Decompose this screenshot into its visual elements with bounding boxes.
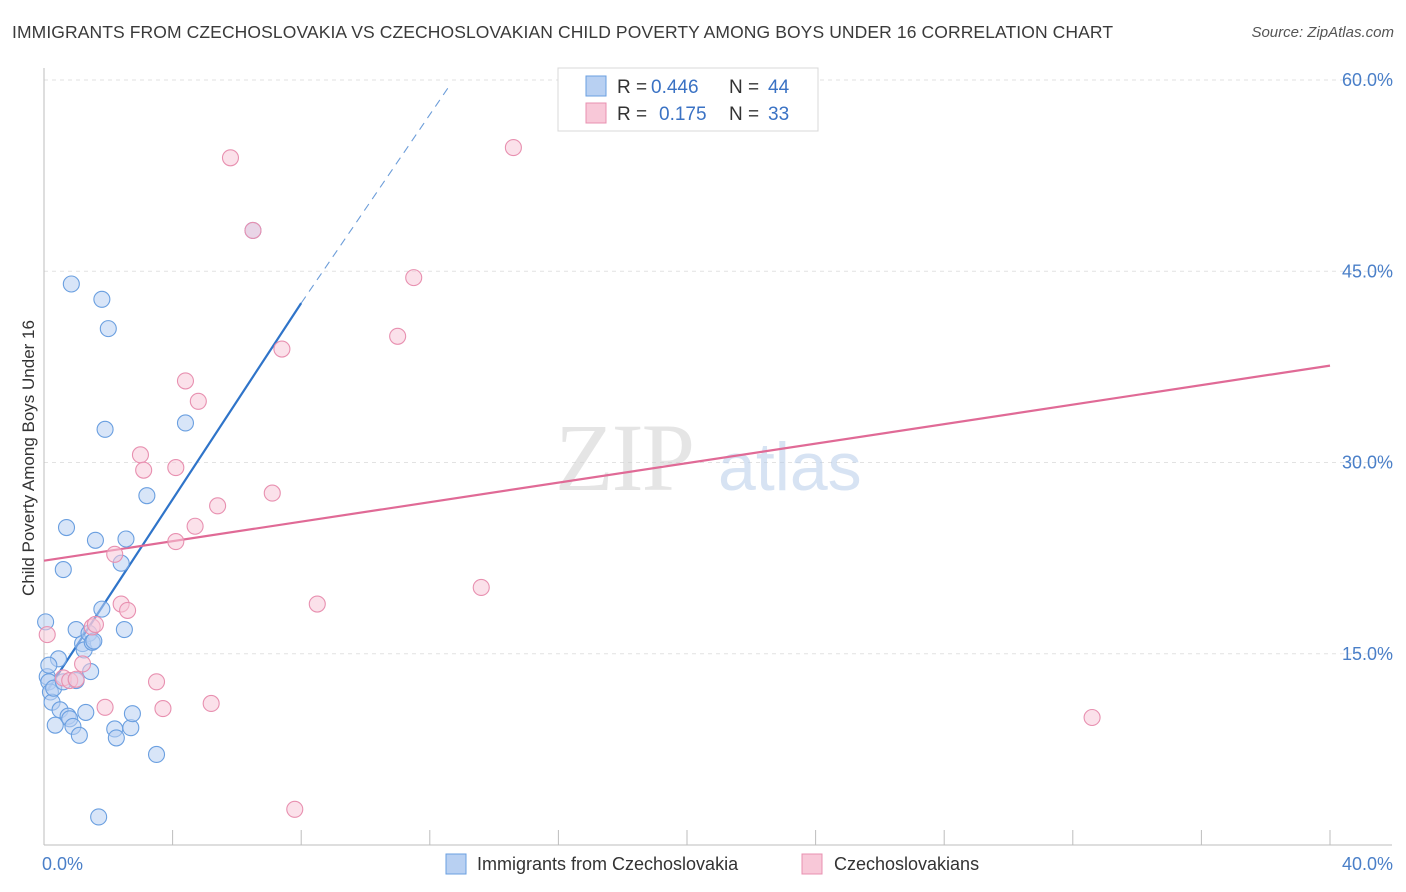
- point-s0-34: [117, 530, 135, 548]
- point-s1-26: [286, 800, 304, 818]
- legend-swatch-blue: [585, 75, 607, 97]
- point-s0-27: [93, 600, 111, 618]
- y-tick-labels: 15.0% 30.0% 45.0% 60.0%: [1342, 70, 1393, 664]
- point-s1-16: [167, 459, 185, 477]
- point-s0-35: [122, 719, 140, 737]
- point-s1-10: [119, 601, 137, 619]
- legend-r-label-2: R =: [617, 104, 647, 125]
- series-legend: Immigrants from Czechoslovakia Czechoslo…: [445, 853, 979, 875]
- point-s1-0: [38, 626, 56, 644]
- point-s1-22: [221, 149, 240, 167]
- point-s1-24: [263, 484, 281, 502]
- y-tick-label-1: 30.0%: [1342, 453, 1393, 473]
- point-s0-36: [123, 705, 141, 723]
- source-label: Source: ZipAtlas.com: [1251, 24, 1394, 41]
- stats-legend: R = 0.446 N = 44 R = 0.175 N = 33: [557, 67, 819, 132]
- legend-r-value-1: 0.446: [651, 77, 699, 98]
- watermark-atlas: atlas: [718, 429, 862, 505]
- trend-line-s1: [43, 364, 1331, 562]
- point-s0-29: [99, 320, 117, 338]
- point-s0-16: [70, 726, 88, 744]
- x-tick-label-min: 0.0%: [42, 854, 83, 874]
- series-legend-label-pink: Czechoslovakians: [834, 854, 979, 874]
- point-s0-37: [138, 487, 156, 505]
- point-s1-28: [389, 327, 407, 345]
- point-s0-10: [57, 518, 76, 537]
- y-axis-label: Child Poverty Among Boys Under 16: [19, 320, 38, 596]
- point-s1-32: [1083, 708, 1101, 727]
- series-legend-label-blue: Immigrants from Czechoslovakia: [477, 854, 739, 874]
- point-s1-17: [176, 372, 195, 390]
- point-s0-31: [107, 729, 125, 747]
- data-points: [37, 139, 1101, 826]
- point-s0-13: [62, 275, 80, 293]
- legend-n-label-1: N =: [729, 77, 759, 98]
- y-tick-label-2: 45.0%: [1342, 261, 1393, 281]
- point-s1-3: [67, 670, 85, 688]
- point-s1-27: [308, 595, 326, 613]
- legend-swatch-pink: [585, 102, 607, 124]
- point-s0-19: [77, 703, 95, 721]
- point-s1-31: [504, 139, 522, 157]
- point-s1-4: [74, 655, 92, 673]
- point-s1-11: [131, 446, 149, 464]
- point-s1-8: [106, 545, 124, 563]
- legend-n-value-2: 33: [768, 104, 789, 125]
- point-s1-21: [209, 497, 227, 515]
- point-s1-6: [86, 615, 104, 633]
- point-s1-13: [147, 673, 166, 691]
- point-s1-14: [154, 700, 172, 718]
- point-s0-33: [115, 620, 133, 639]
- trend-extension-s0: [300, 86, 450, 304]
- y-tick-label-3: 60.0%: [1342, 70, 1393, 90]
- legend-r-label-1: R =: [617, 77, 647, 98]
- y-tick-label-0: 15.0%: [1342, 644, 1393, 664]
- point-s1-29: [405, 269, 423, 287]
- point-s1-20: [202, 694, 220, 713]
- chart-title: IMMIGRANTS FROM CZECHOSLOVAKIA VS CZECHO…: [12, 22, 1114, 42]
- series-legend-swatch-blue: [445, 853, 467, 875]
- point-s1-23: [244, 221, 262, 239]
- point-s1-12: [135, 461, 153, 479]
- point-s1-7: [96, 698, 114, 716]
- point-s0-28: [96, 420, 114, 438]
- watermark-zip: ZIP: [555, 404, 693, 511]
- point-s1-30: [472, 578, 490, 597]
- series-legend-swatch-pink: [801, 853, 823, 875]
- point-s0-23: [85, 632, 103, 650]
- point-s0-9: [54, 561, 72, 579]
- point-s1-25: [273, 340, 291, 358]
- point-s0-38: [147, 745, 166, 764]
- legend-r-value-2: 0.175: [659, 104, 707, 125]
- point-s0-6: [46, 716, 64, 734]
- point-s0-24: [86, 531, 104, 549]
- x-tick-label-max: 40.0%: [1342, 854, 1393, 874]
- gridlines: [44, 79, 1392, 655]
- point-s0-39: [176, 414, 195, 432]
- point-s0-25: [90, 808, 108, 826]
- point-s1-15: [167, 532, 185, 551]
- legend-n-label-2: N =: [729, 104, 759, 125]
- point-s0-26: [93, 290, 111, 308]
- x-tick-marks: [43, 830, 1331, 845]
- point-s1-18: [186, 517, 204, 535]
- point-s0-42: [40, 656, 58, 674]
- trend-lines: [43, 86, 1331, 692]
- point-s1-19: [189, 392, 207, 410]
- legend-n-value-1: 44: [768, 77, 790, 98]
